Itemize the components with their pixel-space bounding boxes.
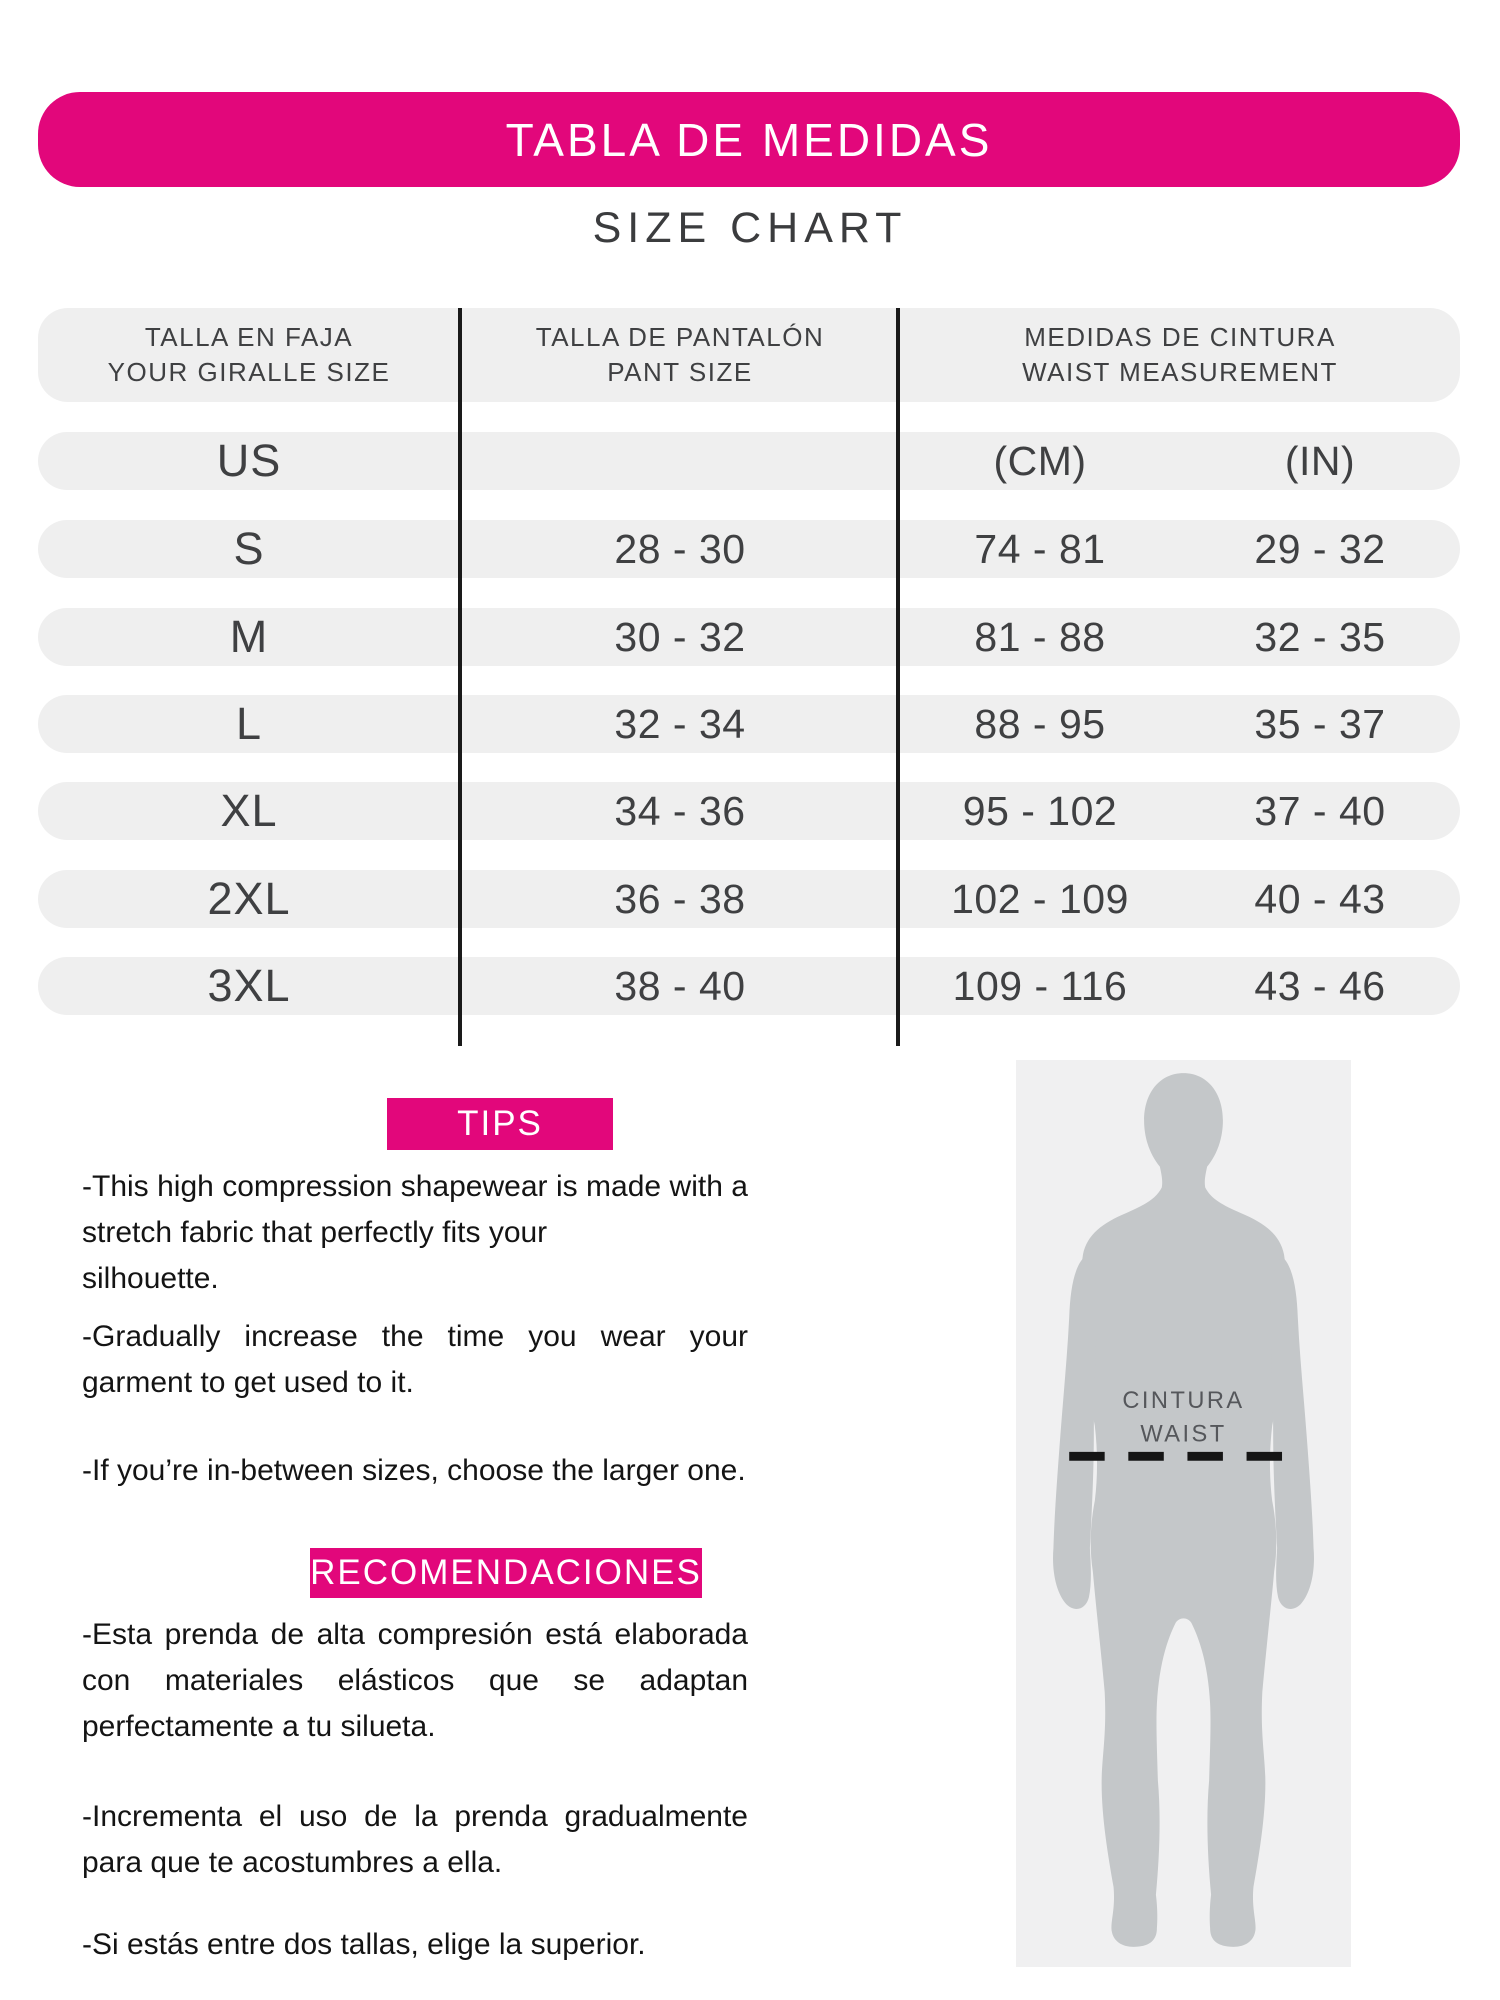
cell-size: 3XL [207, 960, 291, 1011]
header-line: TALLA EN FAJA [144, 322, 354, 352]
table-row: 2XL 36 - 38 102 - 109 40 - 43 [38, 870, 1460, 928]
header-line: MEDIDAS DE CINTURA [1024, 322, 1336, 352]
table-row: 3XL 38 - 40 109 - 116 43 - 46 [38, 957, 1460, 1015]
cell-cm: 81 - 88 [974, 613, 1106, 660]
table-row-units: US (CM) (IN) [38, 432, 1460, 490]
waist-label-es: CINTURA [1122, 1388, 1244, 1414]
tip-text: silhouette. [82, 1262, 219, 1295]
cell-cm: 109 - 116 [952, 962, 1128, 1009]
header-line: WAIST MEASUREMENT [1022, 357, 1338, 387]
waist-label-en: WAIST [1140, 1422, 1226, 1448]
body-silhouette-figure: CINTURA WAIST [1053, 1073, 1314, 1947]
cell-pant: 32 - 34 [614, 700, 746, 747]
cell-size: S [233, 523, 265, 574]
recommendation-item: -Si estás entre dos tallas, elige la sup… [82, 1922, 748, 1968]
cell-in: 37 - 40 [1254, 787, 1386, 834]
body-silhouette [1079, 1073, 1288, 1947]
body-left-arm [1053, 1256, 1097, 1609]
recommendation-item: -Incrementa el uso de la prenda gradualm… [82, 1794, 748, 1886]
cell-size: M [229, 611, 269, 662]
cell-in: 29 - 32 [1254, 525, 1386, 572]
cell-size: US [216, 435, 282, 486]
tip-text: -This high compression shapewear is made… [82, 1170, 748, 1249]
tip-text: -If you’re in-between sizes, choose the … [82, 1454, 746, 1487]
header-line: PANT SIZE [607, 357, 753, 387]
cell-in: 35 - 37 [1254, 700, 1386, 747]
cell-pant: 28 - 30 [614, 525, 746, 572]
cell-cm: (CM) [993, 437, 1087, 484]
cell-size: XL [220, 785, 278, 836]
recommendation-text: -Esta prenda de alta compresión está ela… [82, 1618, 748, 1743]
cell-pant [460, 432, 900, 490]
tip-item: -Gradually increase the time you wear yo… [82, 1314, 748, 1406]
cell-pant: 34 - 36 [614, 787, 746, 834]
cell-in: 40 - 43 [1254, 875, 1386, 922]
column-header-pant-size: TALLA DE PANTALÓN PANT SIZE [460, 308, 900, 402]
cell-cm: 102 - 109 [951, 875, 1129, 922]
tip-item: -This high compression shapewear is made… [82, 1164, 748, 1302]
tips-heading-badge: TIPS [387, 1098, 613, 1150]
page-title-es: TABLA DE MEDIDAS [505, 113, 993, 166]
recommendation-text: -Incrementa el uso de la prenda gradualm… [82, 1800, 748, 1879]
page-title-en: SIZE CHART [592, 204, 908, 252]
column-header-waist: MEDIDAS DE CINTURA WAIST MEASUREMENT [900, 308, 1460, 402]
header-line: TALLA DE PANTALÓN [535, 322, 825, 352]
cell-cm: 74 - 81 [974, 525, 1106, 572]
cell-size: 2XL [207, 873, 291, 924]
body-right-arm [1270, 1256, 1314, 1609]
column-header-girdle-size: TALLA EN FAJA YOUR GIRALLE SIZE [38, 308, 460, 402]
table-row: XL 34 - 36 95 - 102 37 - 40 [38, 782, 1460, 840]
cell-cm: 88 - 95 [974, 700, 1106, 747]
recommendations-heading-badge: RECOMENDACIONES [310, 1548, 702, 1598]
tip-text: -Gradually increase the time you wear yo… [82, 1320, 748, 1399]
cell-in: 32 - 35 [1254, 613, 1386, 660]
cell-in: (IN) [1284, 437, 1356, 484]
size-table: TALLA EN FAJA YOUR GIRALLE SIZE TALLA DE… [38, 308, 1460, 1048]
cell-pant: 30 - 32 [614, 613, 746, 660]
cell-size: L [235, 698, 263, 749]
table-row: M 30 - 32 81 - 88 32 - 35 [38, 608, 1460, 666]
cell-cm: 95 - 102 [962, 787, 1118, 834]
cell-in: 43 - 46 [1254, 962, 1386, 1009]
cell-pant: 38 - 40 [614, 962, 746, 1009]
table-row: L 32 - 34 88 - 95 35 - 37 [38, 695, 1460, 753]
table-row: S 28 - 30 74 - 81 29 - 32 [38, 520, 1460, 578]
column-divider [458, 308, 462, 1046]
recommendation-text: -Si estás entre dos tallas, elige la sup… [82, 1928, 646, 1961]
header-line: YOUR GIRALLE SIZE [107, 357, 391, 387]
tip-item: -If you’re in-between sizes, choose the … [82, 1448, 748, 1494]
title-banner: TABLA DE MEDIDAS [38, 92, 1460, 187]
column-divider [896, 308, 900, 1046]
cell-pant: 36 - 38 [614, 875, 746, 922]
waist-measurement-figure-panel: CINTURA WAIST [1016, 1060, 1351, 1967]
recommendations-heading: RECOMENDACIONES [310, 1553, 702, 1592]
recommendation-item: -Esta prenda de alta compresión está ela… [82, 1612, 748, 1750]
tips-heading: TIPS [457, 1104, 543, 1143]
table-header-row: TALLA EN FAJA YOUR GIRALLE SIZE TALLA DE… [38, 308, 1460, 402]
